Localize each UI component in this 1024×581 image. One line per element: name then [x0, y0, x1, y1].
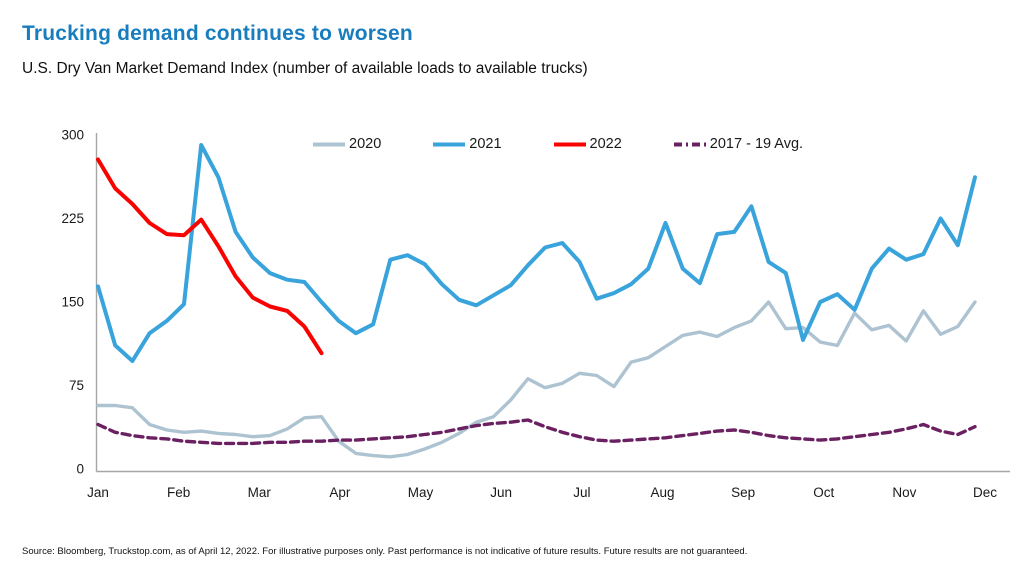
legend-label: 2017 - 19 Avg. — [709, 136, 804, 152]
legend-item-2022: 2022 — [553, 136, 622, 152]
y-tick-label: 225 — [61, 211, 84, 226]
x-tick-label-mar: Mar — [248, 485, 272, 500]
x-tick-label-dec: Dec — [973, 485, 997, 500]
y-tick-label: 150 — [61, 295, 84, 310]
x-tick-label-jul: Jul — [573, 485, 590, 500]
legend-label: 2022 — [589, 136, 622, 152]
x-tick-label-nov: Nov — [892, 485, 916, 500]
legend-item-2017-19-avg-: 2017 - 19 Avg. — [673, 136, 803, 152]
legend-swatch — [553, 142, 586, 147]
chart-subtitle: U.S. Dry Van Market Demand Index (number… — [22, 60, 588, 77]
source-note: Source: Bloomberg, Truckstop.com, as of … — [22, 546, 748, 557]
legend-swatch — [673, 142, 706, 147]
series-line-2022 — [96, 157, 324, 356]
legend-item-2021: 2021 — [432, 136, 502, 152]
page-title: Trucking demand continues to worsen — [22, 22, 413, 45]
y-tick-label: 0 — [76, 462, 84, 477]
x-tick-label-jan: Jan — [87, 485, 109, 500]
x-tick-label-aug: Aug — [650, 485, 674, 500]
legend-swatch — [433, 142, 466, 147]
series-line-2020 — [96, 300, 977, 459]
y-tick-label: 300 — [61, 128, 84, 143]
y-tick-label: 75 — [69, 378, 84, 393]
legend-label: 2021 — [469, 136, 502, 152]
x-tick-label-jun: Jun — [490, 485, 512, 500]
legend-label: 2020 — [349, 136, 382, 152]
legend-item-2020: 2020 — [312, 136, 381, 152]
x-tick-label-sep: Sep — [731, 485, 755, 500]
legend-swatch — [313, 142, 345, 147]
x-tick-label-feb: Feb — [167, 485, 190, 500]
x-tick-label-may: May — [408, 485, 434, 500]
series-line-2017-19-avg- — [96, 418, 977, 446]
x-tick-label-apr: Apr — [329, 485, 351, 500]
series-line-2021 — [96, 143, 977, 363]
x-tick-label-oct: Oct — [813, 485, 834, 500]
chart-legend: 2020 2021 2022 2017 - 19 Avg. — [312, 136, 803, 152]
